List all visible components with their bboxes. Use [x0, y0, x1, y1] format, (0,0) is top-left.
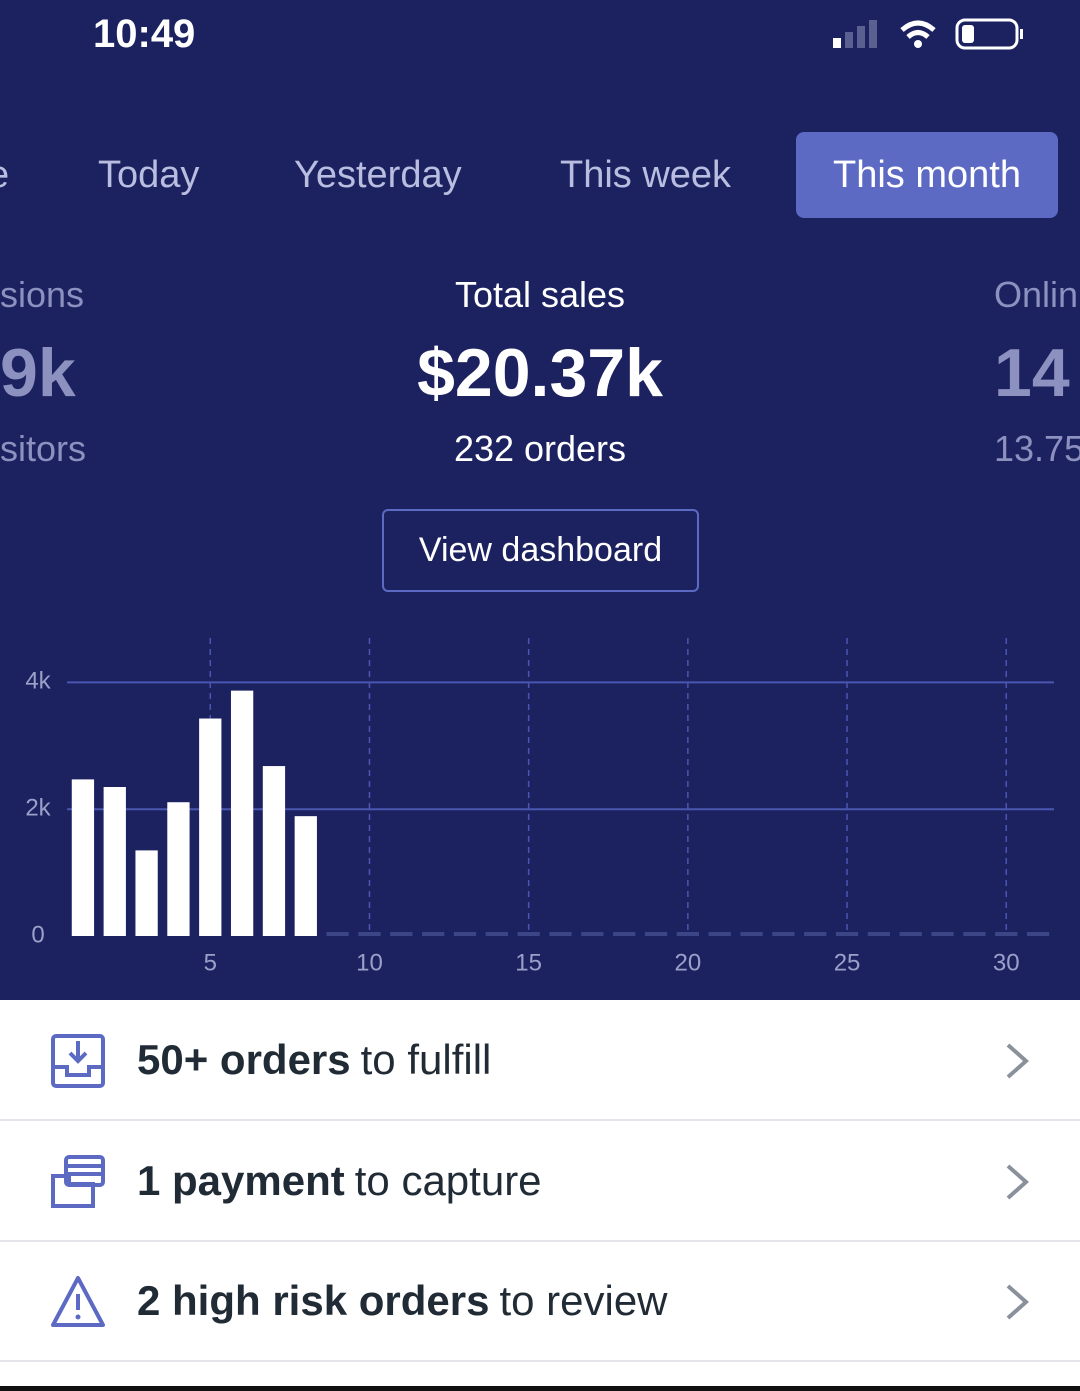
- task-label: 1 payment to capture: [137, 1121, 542, 1240]
- bar-empty: [676, 932, 699, 936]
- bar-empty: [963, 932, 986, 936]
- task-label: 50+ orders to fulfill: [137, 1000, 491, 1119]
- chevron: [1006, 1043, 1030, 1079]
- task-row[interactable]: 2 high risk orders to review: [0, 1241, 1080, 1362]
- bar-empty: [517, 932, 540, 936]
- bar-empty: [644, 932, 668, 936]
- bottom-edge: [0, 1386, 1080, 1391]
- task-bold: 50+ orders: [137, 1036, 351, 1083]
- status-icons: [833, 18, 1023, 50]
- task-text: to review: [499, 1277, 668, 1324]
- view-dashboard-button[interactable]: View dashboard: [382, 509, 699, 592]
- bar: [230, 690, 254, 936]
- tab[interactable]: Yesterday: [294, 154, 462, 196]
- tab[interactable]: Today: [98, 154, 200, 196]
- x-tick-label: 10: [356, 949, 383, 976]
- bar: [294, 816, 317, 936]
- task-bold: 2 high risk orders: [137, 1277, 490, 1324]
- bar-empty: [1026, 932, 1050, 936]
- summary-sub[interactable]: 13.75: [994, 428, 1080, 469]
- summary-sub[interactable]: sitors: [0, 428, 87, 469]
- x-tick-label: 30: [993, 949, 1020, 976]
- bar-empty: [772, 932, 795, 936]
- bar: [199, 718, 222, 936]
- summary-sub: 232 orders: [453, 428, 627, 469]
- bar-empty: [453, 932, 477, 936]
- status-time: 10:49: [93, 12, 196, 56]
- chevron: [1006, 1164, 1030, 1200]
- x-tick-label: 5: [204, 949, 217, 976]
- bar: [135, 850, 158, 936]
- task-label: 2 high risk orders to review: [137, 1241, 668, 1360]
- bar-empty: [995, 932, 1018, 936]
- sales-chart: 0 2k 4k 5 10 15 20 25 30: [25, 638, 1054, 976]
- task-text: to fulfill: [360, 1036, 492, 1083]
- bar: [167, 802, 190, 936]
- bar-empty: [581, 932, 604, 936]
- bar: [103, 787, 126, 936]
- summary-title[interactable]: sions: [0, 274, 85, 315]
- x-tick-label: 15: [515, 949, 542, 976]
- bar: [262, 766, 286, 936]
- task-bold: 1 payment: [137, 1157, 345, 1204]
- bar-empty: [326, 932, 349, 936]
- y-tick-label: 0: [31, 921, 44, 948]
- warning-icon: [51, 1276, 105, 1327]
- summary-title[interactable]: Onlin: [994, 274, 1079, 315]
- bar-empty: [867, 932, 891, 936]
- bar-empty: [390, 932, 413, 936]
- bar-empty: [740, 932, 763, 936]
- tab[interactable]: e: [0, 154, 9, 197]
- bar-empty: [549, 932, 572, 936]
- chevron: [1006, 1284, 1030, 1320]
- task-text: to capture: [354, 1157, 542, 1204]
- bar-empty: [931, 932, 954, 936]
- summary-value: $20.37k: [417, 335, 663, 411]
- summary-title: Total sales: [454, 274, 626, 315]
- x-tick-label: 25: [834, 949, 861, 976]
- bar-empty: [358, 932, 381, 936]
- bar-empty: [485, 932, 508, 936]
- bar-empty: [899, 932, 922, 936]
- task-row[interactable]: 1 payment to capture: [0, 1121, 1080, 1242]
- bar-empty: [708, 932, 731, 936]
- summary-value[interactable]: 9k: [0, 335, 76, 411]
- tab-active[interactable]: This month: [796, 132, 1058, 218]
- bar-empty: [422, 932, 445, 936]
- y-tick-label: 4k: [25, 668, 51, 695]
- y-tick-label: 2k: [25, 795, 51, 822]
- inbox-icon: [51, 1034, 105, 1088]
- bar-empty: [613, 932, 636, 936]
- x-tick-label: 20: [675, 949, 702, 976]
- bar: [71, 779, 95, 936]
- task-row[interactable]: 50+ orders to fulfill: [0, 1000, 1080, 1121]
- tab[interactable]: This week: [560, 154, 732, 196]
- payment-icon: [51, 1155, 105, 1208]
- summary-value[interactable]: 14: [994, 335, 1070, 411]
- bar-empty: [835, 932, 859, 936]
- bar-empty: [804, 932, 827, 936]
